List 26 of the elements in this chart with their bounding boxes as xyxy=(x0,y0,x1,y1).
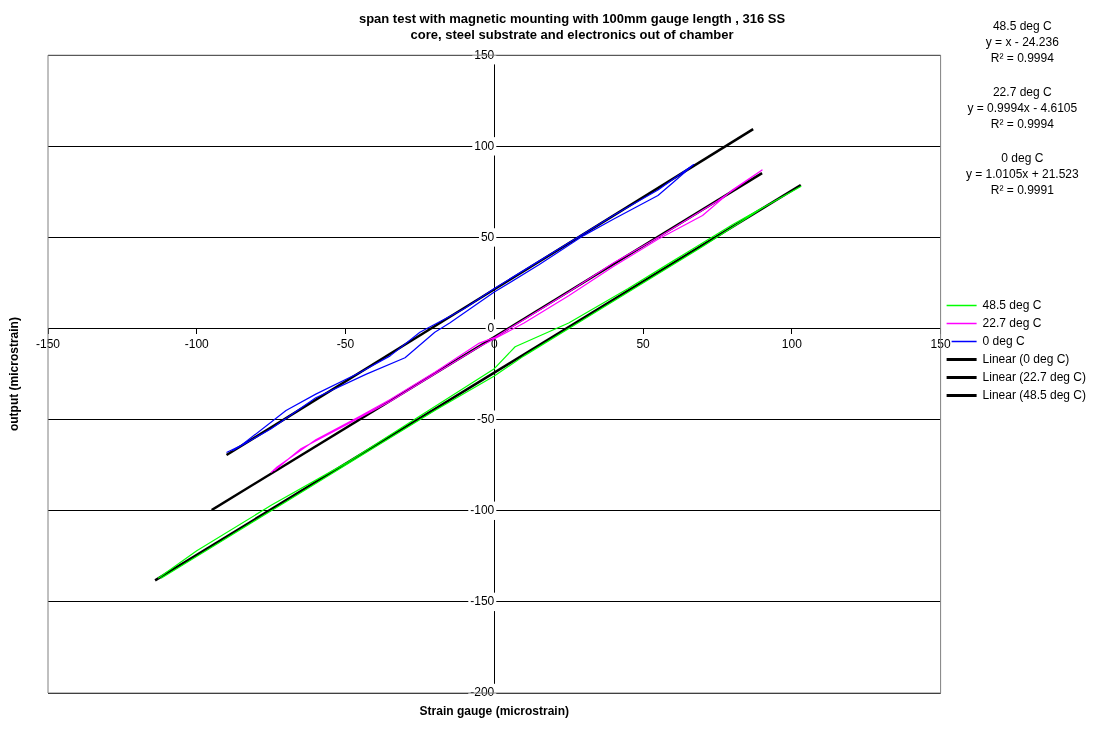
x-tick-label: -150 xyxy=(35,337,61,352)
x-axis-title: Strain gauge (microstrain) xyxy=(419,704,569,718)
y-tick-label: -200 xyxy=(470,685,495,700)
x-tick-label: -100 xyxy=(184,337,210,352)
x-tick-label: 150 xyxy=(930,337,951,352)
y-tick-label: 100 xyxy=(474,138,495,153)
legend-label: Linear (48.5 deg C) xyxy=(982,387,1087,402)
chart-title: span test with magnetic mounting with 100mm gauge length , 316 SS core, steel substrate and electronics out of chamber xyxy=(358,11,786,42)
legend-label: 22.7 deg C xyxy=(982,315,1042,330)
y-axis-title: output (microstrain) xyxy=(7,317,21,432)
y-tick-label: 0 xyxy=(487,320,495,335)
y-tick-label: -50 xyxy=(476,411,495,426)
x-tick-label: -50 xyxy=(336,337,355,352)
y-tick-label: -100 xyxy=(470,503,495,518)
y-tick-label: 50 xyxy=(480,229,495,244)
y-tick-label: -150 xyxy=(470,594,495,609)
legend-label: Linear (0 deg C) xyxy=(982,351,1070,366)
text: 48.5 deg C y = x - 24.236 R² = 0.9994 xyxy=(985,19,1060,65)
text: 22.7 deg C y = 0.9994x - 4.6105 R² = 0.9994 xyxy=(967,85,1078,131)
x-tick-label: 100 xyxy=(781,337,803,352)
legend-label: 0 deg C xyxy=(982,333,1025,348)
legend-label: Linear (22.7 deg C) xyxy=(982,369,1087,384)
x-tick-label: 50 xyxy=(636,337,651,352)
text: 0 deg C y = 1.0105x + 21.523 R² = 0.9991 xyxy=(965,151,1079,197)
legend-label: 48.5 deg C xyxy=(982,297,1042,312)
y-tick-label: 150 xyxy=(474,47,495,62)
